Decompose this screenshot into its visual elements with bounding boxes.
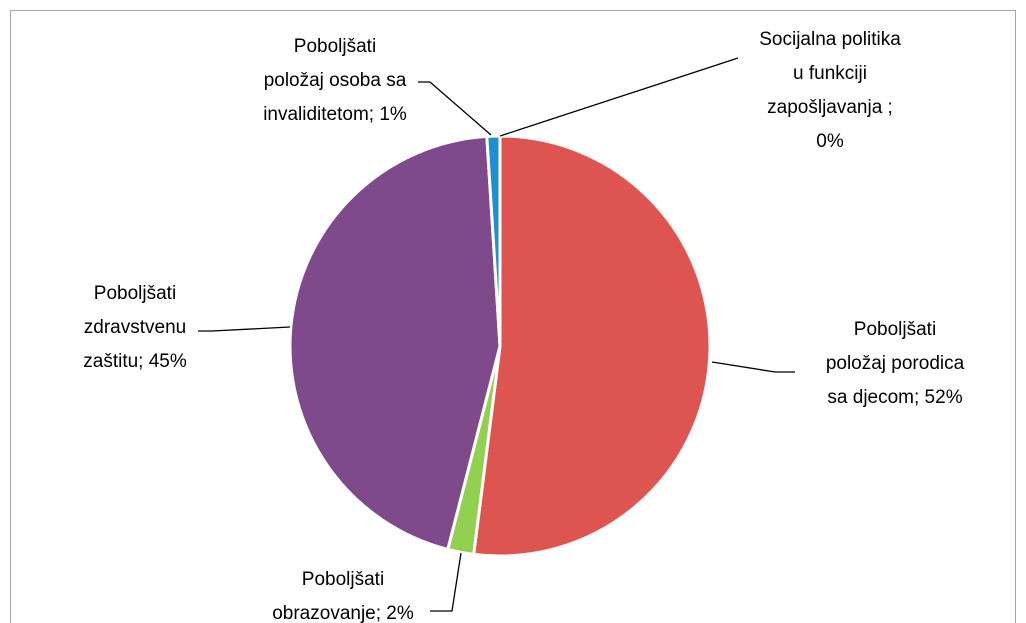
pie-slice: [472, 134, 712, 558]
data-label: Poboljšati položaj osoba sa invaliditetom;…: [263, 36, 407, 125]
pie-slice: [288, 134, 502, 552]
leader-line: [418, 81, 492, 136]
leader-line: [430, 552, 462, 612]
leader-line: [711, 361, 795, 373]
data-label: Socijalna politika u funkciji zapošljavanj…: [759, 29, 901, 152]
data-label: Poboljšati položaj porodica sa djecom; 52%: [826, 319, 965, 408]
chart-frame: [10, 10, 1016, 623]
data-label: Poboljšati obrazovanje; 2%: [272, 569, 414, 623]
data-label: Poboljšati zdravstvenu zaštitu; 45%: [83, 283, 187, 372]
leader-line: [499, 57, 739, 137]
leader-line: [198, 326, 291, 332]
